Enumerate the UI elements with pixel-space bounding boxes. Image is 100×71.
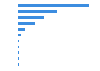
Bar — [18, 16, 44, 19]
Bar — [18, 46, 19, 48]
Bar — [18, 34, 21, 36]
Bar — [18, 22, 35, 25]
Bar — [18, 4, 89, 7]
Bar — [18, 63, 19, 66]
Bar — [18, 28, 25, 31]
Bar — [18, 10, 57, 13]
Bar — [18, 40, 20, 42]
Bar — [18, 51, 19, 54]
Bar — [18, 57, 19, 60]
